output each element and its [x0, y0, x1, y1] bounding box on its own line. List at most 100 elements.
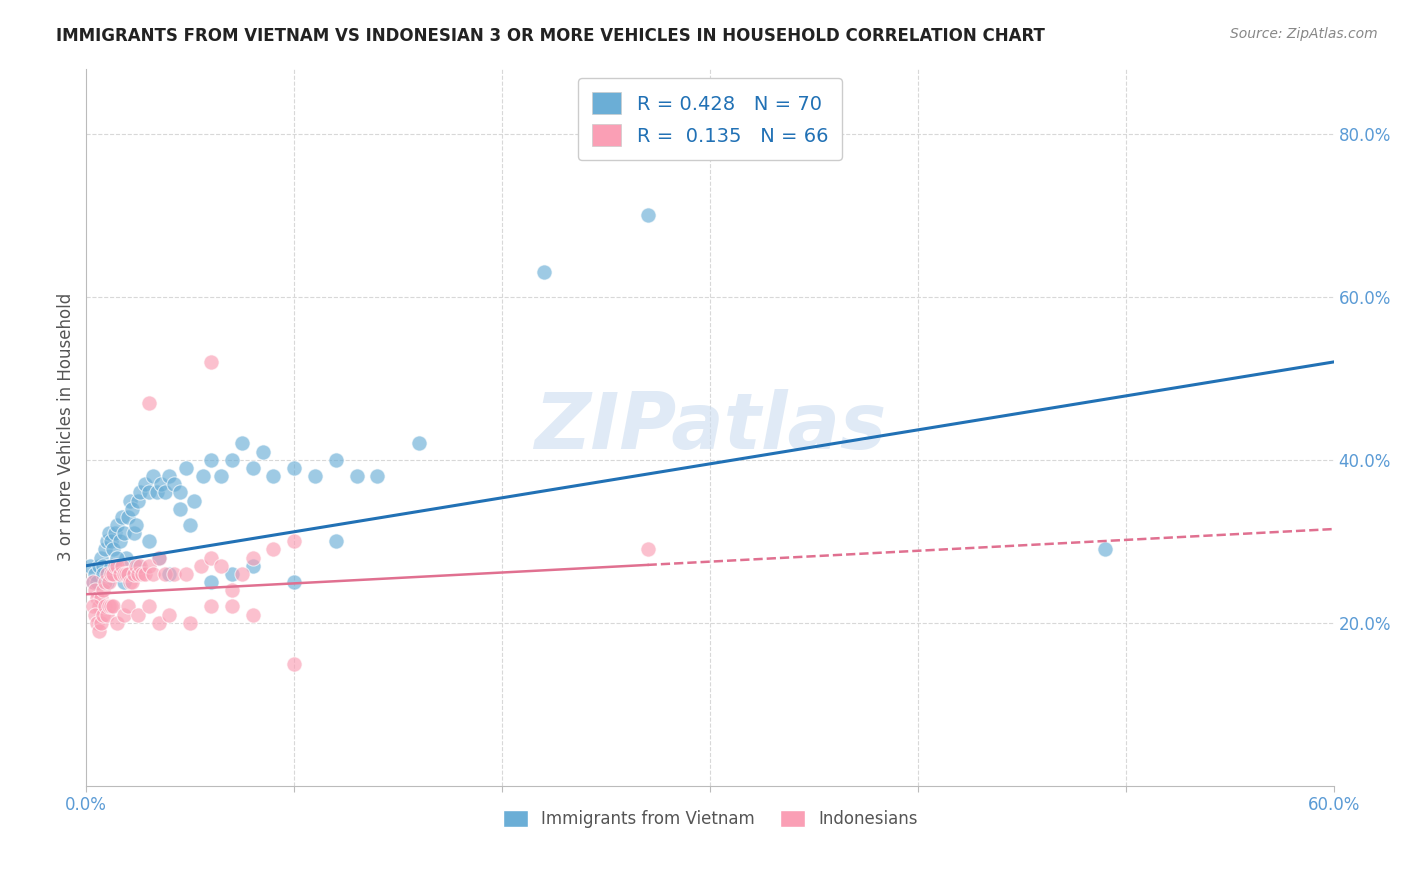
Point — [86, 615, 108, 630]
Point — [100, 558, 122, 573]
Point — [122, 526, 145, 541]
Point — [304, 469, 326, 483]
Point — [159, 469, 181, 483]
Point — [87, 599, 110, 614]
Point — [148, 550, 170, 565]
Point — [221, 452, 243, 467]
Text: Source: ZipAtlas.com: Source: ZipAtlas.com — [1230, 27, 1378, 41]
Point — [283, 657, 305, 671]
Point — [209, 469, 232, 483]
Point — [159, 607, 181, 622]
Point — [103, 542, 125, 557]
Point — [146, 485, 169, 500]
Point — [131, 566, 153, 581]
Point — [1094, 542, 1116, 557]
Point — [637, 542, 659, 557]
Point — [96, 534, 118, 549]
Point — [82, 599, 104, 614]
Point — [325, 452, 347, 467]
Point — [104, 558, 127, 573]
Point — [155, 485, 177, 500]
Point — [118, 574, 141, 589]
Point — [104, 526, 127, 541]
Point — [107, 615, 129, 630]
Point — [174, 461, 197, 475]
Point — [87, 624, 110, 638]
Point — [148, 615, 170, 630]
Point — [200, 452, 222, 467]
Point — [155, 566, 177, 581]
Point — [112, 526, 135, 541]
Point — [129, 558, 152, 573]
Point — [179, 518, 201, 533]
Point — [98, 526, 121, 541]
Point — [127, 493, 149, 508]
Point — [200, 599, 222, 614]
Text: ZIPatlas: ZIPatlas — [534, 389, 886, 465]
Point — [221, 599, 243, 614]
Point — [221, 566, 243, 581]
Point — [79, 558, 101, 573]
Point — [183, 493, 205, 508]
Point — [87, 558, 110, 573]
Point — [112, 607, 135, 622]
Point — [100, 566, 122, 581]
Point — [283, 461, 305, 475]
Point — [159, 566, 181, 581]
Point — [174, 566, 197, 581]
Point — [262, 469, 284, 483]
Point — [242, 461, 264, 475]
Point — [200, 550, 222, 565]
Point — [121, 574, 143, 589]
Point — [231, 436, 253, 450]
Point — [533, 265, 555, 279]
Point — [108, 566, 131, 581]
Point — [82, 574, 104, 589]
Point — [94, 574, 117, 589]
Point — [179, 615, 201, 630]
Point — [221, 583, 243, 598]
Point — [150, 477, 173, 491]
Point — [91, 566, 114, 581]
Point — [107, 518, 129, 533]
Point — [142, 566, 165, 581]
Point — [117, 566, 139, 581]
Point — [98, 574, 121, 589]
Point — [190, 558, 212, 573]
Point — [346, 469, 368, 483]
Point — [127, 566, 149, 581]
Point — [111, 558, 134, 573]
Point — [96, 607, 118, 622]
Point — [100, 599, 122, 614]
Point — [91, 558, 114, 573]
Point — [90, 615, 112, 630]
Point — [169, 501, 191, 516]
Point — [112, 574, 135, 589]
Point — [142, 469, 165, 483]
Point — [122, 566, 145, 581]
Point — [117, 566, 139, 581]
Point — [134, 477, 156, 491]
Point — [200, 574, 222, 589]
Point — [96, 574, 118, 589]
Point — [108, 534, 131, 549]
Point — [162, 477, 184, 491]
Point — [283, 574, 305, 589]
Point — [96, 566, 118, 581]
Point — [138, 534, 160, 549]
Point — [83, 607, 105, 622]
Point — [83, 566, 105, 581]
Y-axis label: 3 or more Vehicles in Household: 3 or more Vehicles in Household — [58, 293, 75, 561]
Point — [114, 550, 136, 565]
Point — [91, 607, 114, 622]
Point — [125, 518, 148, 533]
Point — [127, 558, 149, 573]
Point — [138, 558, 160, 573]
Point — [231, 566, 253, 581]
Point — [325, 534, 347, 549]
Point — [114, 566, 136, 581]
Point — [637, 208, 659, 222]
Point — [200, 355, 222, 369]
Point — [125, 558, 148, 573]
Point — [283, 534, 305, 549]
